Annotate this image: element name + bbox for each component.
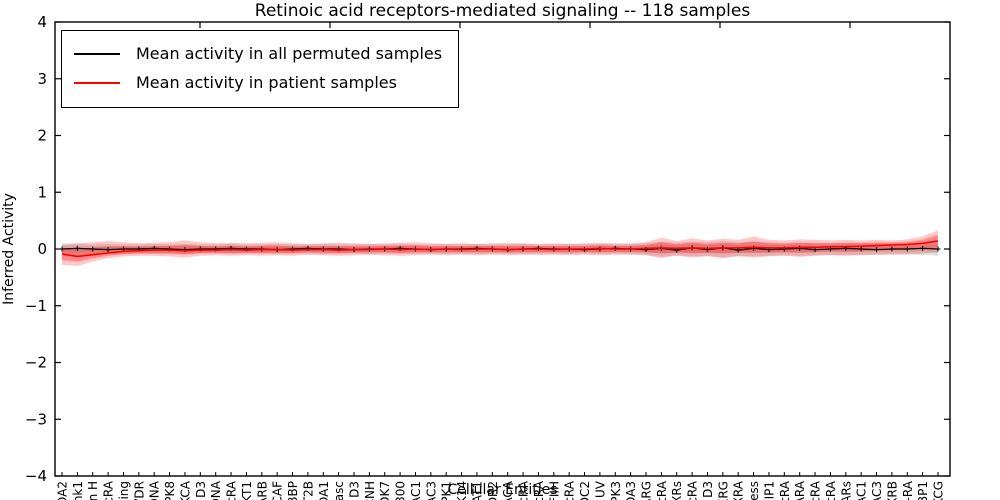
x-entity-label: RAR alpha/9cRA [225, 480, 239, 500]
x-entity-label: NCOA2 [56, 481, 70, 500]
y-axis-label: Inferred Activity [1, 193, 17, 305]
patient-band-inner [62, 235, 938, 262]
x-entity-label: VDR/VDR/Vit D3 [194, 481, 208, 500]
legend-label-permuted: Mean activity in all permuted samples [136, 44, 443, 63]
x-entity-label: CDC2 [578, 481, 592, 500]
x-entity-label: RBP1 [916, 481, 930, 500]
x-entity-label: RXRs/RXRs/DNA/9cRA [778, 480, 792, 500]
x-entity-label: MAPK3 [609, 481, 623, 500]
x-entity-label: RAR alpha/Jnk1 [71, 481, 85, 500]
x-entity-label: RAR alpha/9cRA/Cyclin H [86, 481, 100, 500]
x-entity-label: CDK7 [378, 481, 392, 500]
y-tick-label: −3 [25, 410, 47, 428]
plus-marker [105, 247, 111, 253]
x-entity-label: RXRs/RARs/NRIP1/9cRA [824, 480, 838, 500]
black-line-icon [74, 52, 120, 55]
x-entity-label: EP300 [394, 481, 408, 500]
x-entity-label: RXRs/RARs/NRIP1/9cRA/HDAC3 [870, 481, 884, 500]
x-entity-label: RXRs/RARs/NRIP1/9cRA/HDAC1 [855, 481, 869, 500]
x-entity-label: NCOA1 [317, 481, 331, 500]
x-entity-label: MNAT1 [470, 481, 484, 500]
x-entity-label: RARG [640, 481, 654, 500]
plus-marker [858, 246, 864, 252]
x-entity-label: RXRs/RARs/SMRT(N-CoR2)/9cRA [809, 480, 823, 500]
x-entity-label: PRKCG [932, 481, 946, 500]
x-entity-label: MAPK1 [440, 481, 454, 500]
x-entity-label: KAT2B [301, 481, 315, 500]
x-entity-label: NCOA3 [624, 481, 638, 500]
x-entity-label: RXRG [716, 481, 730, 500]
plus-marker [920, 245, 926, 251]
y-tick-label: 0 [37, 240, 47, 258]
x-entity-label: RXRA [732, 480, 746, 500]
x-entity-label: RXRs/RARs [839, 481, 853, 500]
x-entity-label: proteasomal ubiquitin-dependent protein … [747, 481, 761, 500]
x-entity-label: MAPK8 [163, 481, 177, 500]
plus-marker [90, 246, 96, 252]
y-tick-label: −1 [25, 297, 47, 315]
x-entity-label: CRBP1/9-cic-RA [901, 480, 915, 500]
x-entity-label: VDR/VDR/DNA [148, 480, 162, 500]
x-entity-label: NRIP1 [762, 481, 776, 500]
x-entity-label: mol:Vit D3 [348, 481, 362, 500]
x-entity-label: RXRs/VDR/DNA/Vit D3 [701, 481, 715, 500]
plus-marker [935, 246, 941, 252]
x-entity-label: positive regulation of DNA binding [117, 481, 131, 500]
x-entity-label: PRKACA [501, 480, 515, 500]
x-entity-label: Cbp/p300/PCAF [271, 481, 285, 500]
x-entity-label: CCNH [363, 481, 377, 500]
legend-item-permuted: Mean activity in all permuted samples [74, 39, 442, 68]
x-entity-label: HDAC1 [409, 481, 423, 500]
x-entity-label: RAR gamma2/9cRA [532, 480, 546, 500]
x-entity-label: CREBBP [286, 481, 300, 500]
x-entity-label: negative regulation of phosphoinositide … [332, 481, 346, 500]
x-axis-label: Cellular Entities [447, 482, 558, 498]
x-entity-label: PRKCA [178, 480, 192, 500]
x-entity-label: RARs/Src-1/Cbp/p300/PCAF/9cRA [655, 480, 669, 500]
x-entity-label: mol:9cRA [563, 480, 577, 500]
legend: Mean activity in all permuted samples Me… [61, 30, 460, 108]
x-entity-label: NCOR2 [486, 481, 500, 500]
y-tick-label: 2 [37, 127, 47, 145]
x-entity-label: RARB [255, 481, 269, 500]
x-entity-label: RARs/TIF2/Cbp/p300/PCAF/9cRA [102, 480, 116, 500]
x-entity-label: RARs/AIB1/Cbp/p300/PCAF/9cRA [686, 480, 700, 500]
x-entity-label: RAR gamma1/9cRA [517, 480, 531, 500]
red-line-icon [74, 81, 120, 84]
x-entity-label: TFIIH [547, 481, 561, 500]
legend-item-patient: Mean activity in patient samples [74, 68, 442, 97]
y-tick-label: 1 [37, 183, 47, 201]
plus-marker [874, 247, 880, 253]
legend-label-patient: Mean activity in patient samples [136, 73, 397, 92]
y-tick-label: 3 [37, 70, 47, 88]
chart-title: Retinoic acid receptors-mediated signali… [254, 1, 751, 21]
plus-marker [904, 246, 910, 252]
x-entity-label: MAPK14 [455, 481, 469, 500]
y-tick-label: −4 [25, 467, 47, 485]
patient-mean-line [61, 240, 939, 258]
x-entity-label: RXRB [885, 481, 899, 500]
y-tick-label: −2 [25, 354, 47, 372]
x-entity-label: RARA [793, 480, 807, 500]
x-entity-label: HDAC3 [424, 481, 438, 500]
x-entity-label: VDR/Vit D3/DNA [209, 480, 223, 500]
x-entity-label: response to UV [593, 480, 607, 500]
plus-marker [889, 246, 895, 252]
x-entity-label: VDR [132, 481, 146, 500]
plus-marker [74, 245, 80, 251]
x-entity-label: AKT1 [240, 481, 254, 500]
patient-band [62, 230, 938, 266]
x-entity-label: RAR alpha/RXRs [670, 481, 684, 500]
y-tick-label: 4 [37, 13, 47, 31]
